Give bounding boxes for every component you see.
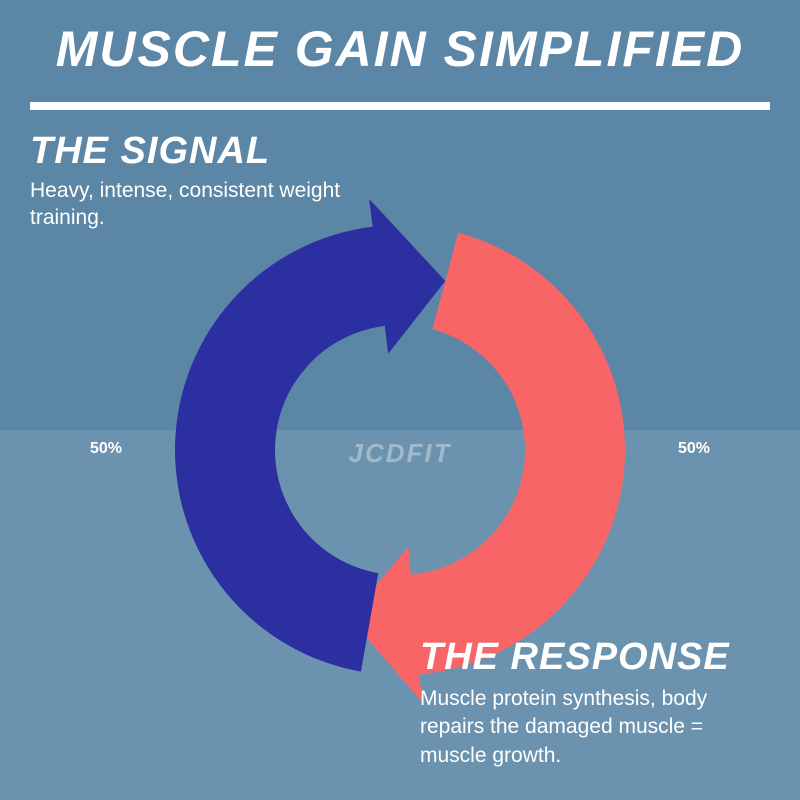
- main-title: MUSCLE GAIN SIMPLIFIED: [0, 20, 800, 78]
- response-heading: THE RESPONSE: [420, 636, 760, 679]
- signal-description: Heavy, intense, consistent weight traini…: [30, 177, 370, 232]
- signal-block: THE SIGNAL Heavy, intense, consistent we…: [30, 130, 370, 232]
- center-logo: JCDFIT: [0, 438, 800, 469]
- signal-heading: THE SIGNAL: [30, 130, 370, 173]
- divider: [30, 102, 770, 110]
- response-description: Muscle protein synthesis, body repairs t…: [420, 685, 760, 770]
- response-block: THE RESPONSE Muscle protein synthesis, b…: [420, 636, 760, 770]
